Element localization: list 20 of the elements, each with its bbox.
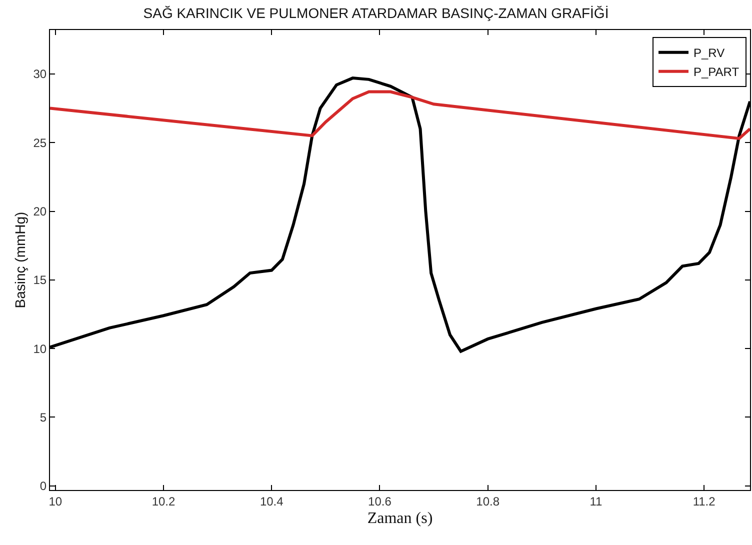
y-tick-label: 20 — [33, 204, 47, 218]
x-tick-label: 11.2 — [692, 494, 716, 508]
x-tick-label: 10.6 — [368, 494, 392, 508]
y-tick-label: 15 — [33, 273, 47, 288]
x-tick-label: 10 — [48, 494, 62, 508]
x-axis-title: Zaman (s) — [367, 510, 433, 528]
chart-title: SAĞ KARINCIK VE PULMONER ATARDAMAR BASINÇ-ZAMAN GRAFİĞİ — [143, 4, 609, 21]
line-series — [50, 90, 750, 140]
legend-label: P_RV — [694, 46, 725, 60]
y-tick-label: 0 — [40, 479, 47, 494]
y-tick-label: 5 — [40, 410, 47, 424]
x-tick-label: 11 — [590, 494, 602, 508]
y-tick-label: 25 — [33, 136, 47, 150]
x-tick-label: 10.4 — [260, 494, 284, 508]
x-tick-label: 10.8 — [476, 494, 500, 508]
y-axis-title: Basinç (mmHg) — [12, 212, 28, 308]
y-tick-label: 10 — [33, 342, 47, 356]
legend-label: P_PART — [694, 65, 740, 80]
x-tick-label: 10.2 — [152, 494, 176, 508]
y-tick-label: 30 — [33, 67, 47, 82]
